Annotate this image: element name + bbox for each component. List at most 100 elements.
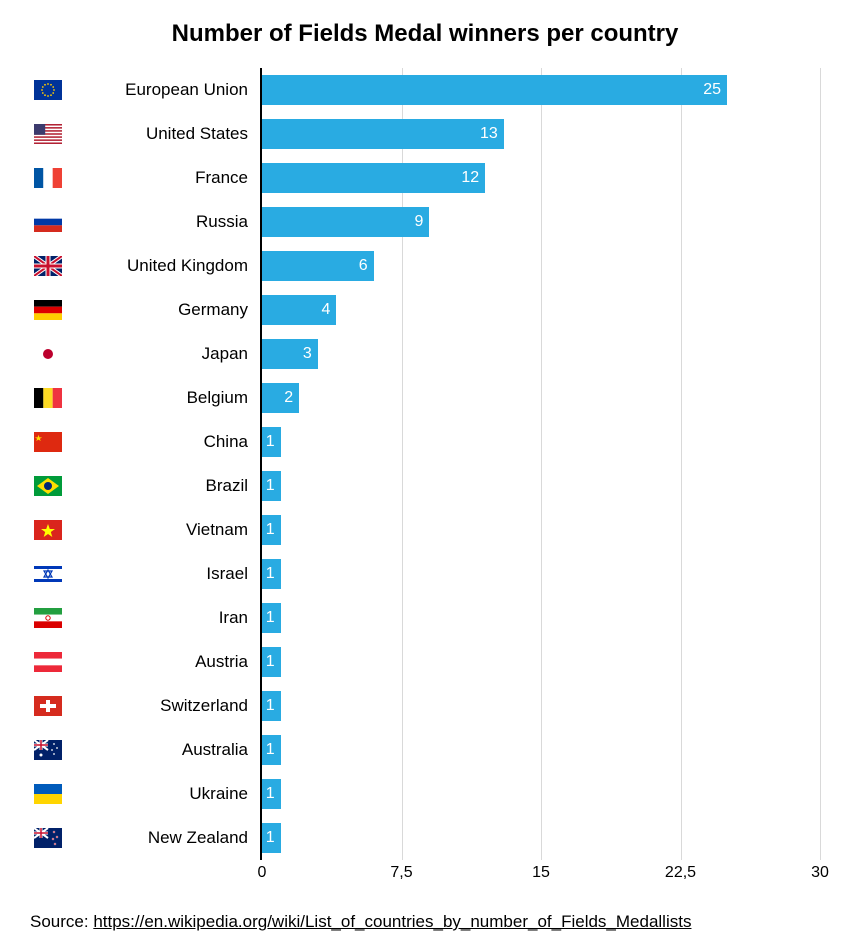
bar: 13 [262, 119, 504, 149]
bar: 1 [262, 559, 281, 589]
country-label: Vietnam [80, 520, 260, 540]
bar-value: 1 [266, 829, 275, 847]
source-link[interactable]: https://en.wikipedia.org/wiki/List_of_co… [93, 912, 691, 931]
chart-row: Belgium 2 [30, 376, 820, 420]
chart-row: European Union25 [30, 68, 820, 112]
bar: 1 [262, 471, 281, 501]
plot-cell: 4 [260, 288, 820, 332]
source-prefix: Source: [30, 912, 93, 931]
bar-value: 1 [266, 697, 275, 715]
bar: 1 [262, 823, 281, 853]
au-flag-icon [30, 740, 80, 760]
bar: 1 [262, 735, 281, 765]
bar-value: 4 [321, 301, 330, 319]
fr-flag-icon [30, 168, 80, 188]
bar: 1 [262, 647, 281, 677]
country-label: Japan [80, 344, 260, 364]
country-label: European Union [80, 80, 260, 100]
bar-value: 1 [266, 565, 275, 583]
country-label: Belgium [80, 388, 260, 408]
bar-value: 1 [266, 653, 275, 671]
chart-row: China 1 [30, 420, 820, 464]
chart-row: Switzerland 1 [30, 684, 820, 728]
plot-cell: 12 [260, 156, 820, 200]
chart-row: Australia 1 [30, 728, 820, 772]
bar: 4 [262, 295, 336, 325]
br-flag-icon [30, 476, 80, 496]
chart-row: New Zealand 1 [30, 816, 820, 860]
eu-flag-icon [30, 80, 80, 100]
ru-flag-icon [30, 212, 80, 232]
chart-row: Germany 4 [30, 288, 820, 332]
chart-row: Brazil1 [30, 464, 820, 508]
bar-value: 3 [303, 345, 312, 363]
source-line: Source: https://en.wikipedia.org/wiki/Li… [30, 912, 820, 932]
plot-cell: 1 [260, 772, 820, 816]
plot-cell: 1 [260, 420, 820, 464]
bar-value: 1 [266, 609, 275, 627]
country-label: Israel [80, 564, 260, 584]
country-label: Switzerland [80, 696, 260, 716]
bar-value: 13 [480, 125, 498, 143]
bar: 1 [262, 603, 281, 633]
de-flag-icon [30, 300, 80, 320]
country-label: Austria [80, 652, 260, 672]
plot-cell: 1 [260, 508, 820, 552]
chart-row: Israel 1 [30, 552, 820, 596]
bar-value: 9 [414, 213, 423, 231]
x-tick: 7,5 [390, 864, 412, 882]
bar: 1 [262, 427, 281, 457]
country-label: Germany [80, 300, 260, 320]
chart-row: Vietnam 1 [30, 508, 820, 552]
chart-row: Austria 1 [30, 640, 820, 684]
bar-value: 12 [461, 169, 479, 187]
chart-row: United Kingdom 6 [30, 244, 820, 288]
bar: 1 [262, 515, 281, 545]
plot-cell: 1 [260, 552, 820, 596]
cn-flag-icon [30, 432, 80, 452]
x-tick: 15 [532, 864, 550, 882]
be-flag-icon [30, 388, 80, 408]
plot-cell: 13 [260, 112, 820, 156]
bar-value: 1 [266, 521, 275, 539]
bar-value: 1 [266, 433, 275, 451]
il-flag-icon [30, 564, 80, 584]
country-label: Iran [80, 608, 260, 628]
plot-cell: 2 [260, 376, 820, 420]
vn-flag-icon [30, 520, 80, 540]
x-tick: 0 [258, 864, 267, 882]
plot-cell: 9 [260, 200, 820, 244]
bar: 12 [262, 163, 485, 193]
country-label: China [80, 432, 260, 452]
bar-value: 6 [359, 257, 368, 275]
plot-cell: 1 [260, 684, 820, 728]
bar: 3 [262, 339, 318, 369]
bar-value: 2 [284, 389, 293, 407]
ch-flag-icon [30, 696, 80, 716]
chart-row: Ukraine1 [30, 772, 820, 816]
plot-cell: 1 [260, 640, 820, 684]
x-tick: 22,5 [665, 864, 696, 882]
country-label: Australia [80, 740, 260, 760]
country-label: United Kingdom [80, 256, 260, 276]
country-label: New Zealand [80, 828, 260, 848]
jp-flag-icon [30, 344, 80, 364]
ir-flag-icon [30, 608, 80, 628]
bar: 6 [262, 251, 374, 281]
plot-cell: 1 [260, 728, 820, 772]
plot-cell: 1 [260, 596, 820, 640]
plot-cell: 6 [260, 244, 820, 288]
chart-row: Iran 1 [30, 596, 820, 640]
chart-row: France 12 [30, 156, 820, 200]
bar: 1 [262, 691, 281, 721]
bar: 2 [262, 383, 299, 413]
chart-row: United States13 [30, 112, 820, 156]
chart-row: Russia9 [30, 200, 820, 244]
country-label: Ukraine [80, 784, 260, 804]
ua-flag-icon [30, 784, 80, 804]
plot-cell: 25 [260, 68, 820, 112]
plot-cell: 3 [260, 332, 820, 376]
bar: 9 [262, 207, 429, 237]
country-label: France [80, 168, 260, 188]
bar-value: 1 [266, 741, 275, 759]
